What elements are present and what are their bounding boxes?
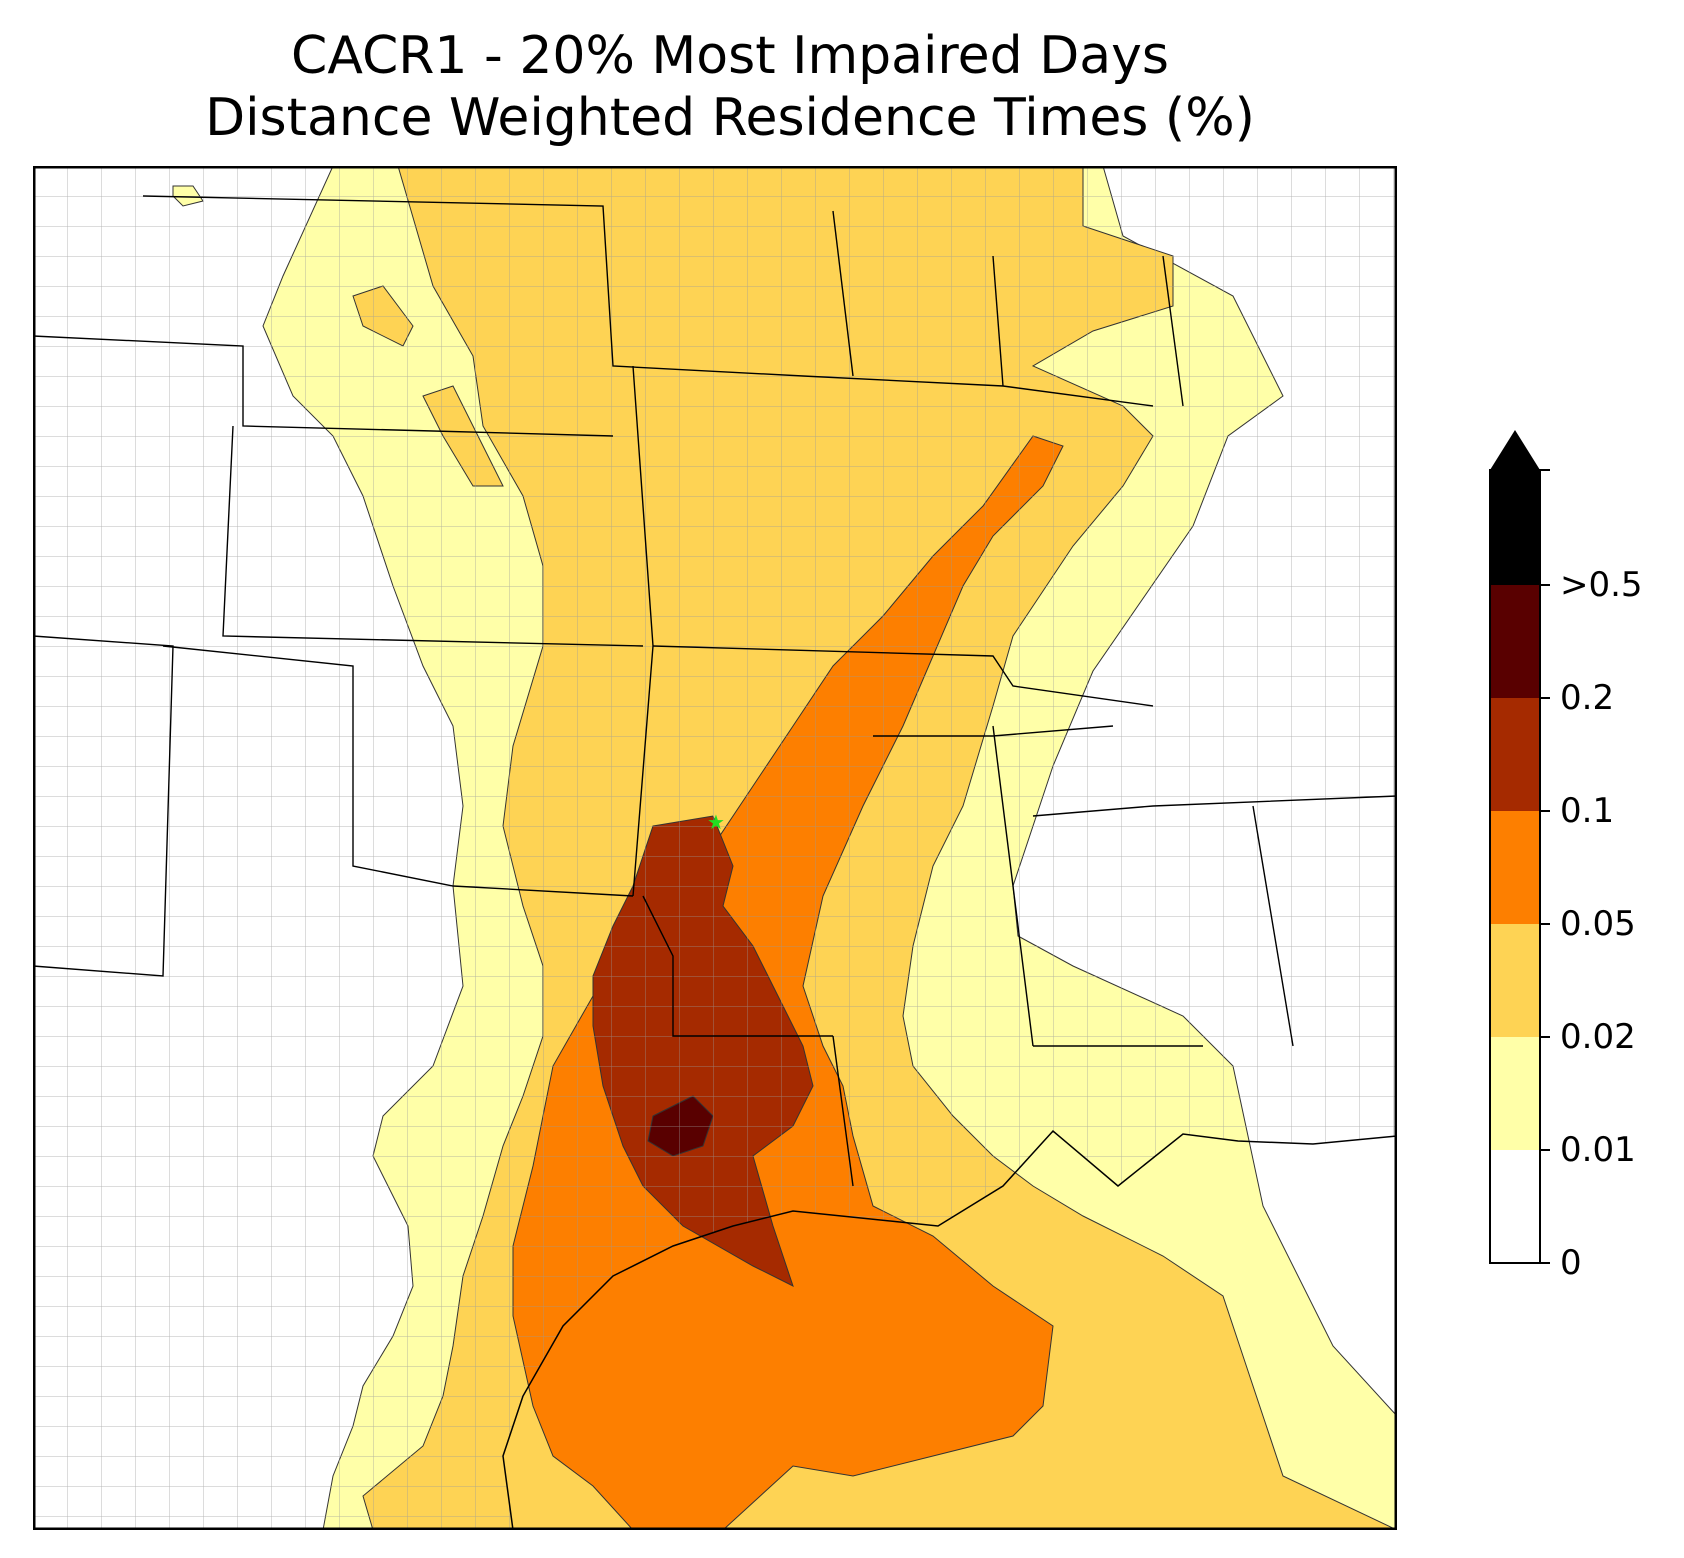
colorbar-tick-label: >0.5 xyxy=(1560,565,1643,605)
map-frame-border xyxy=(33,166,1397,1530)
colorbar-bin-001-002 xyxy=(1490,1037,1540,1150)
colorbar-bin-002-005 xyxy=(1490,924,1540,1037)
colorbar-tick-label: 0.2 xyxy=(1560,678,1615,718)
colorbar-tick-label: 0.02 xyxy=(1560,1017,1636,1057)
colorbar-bin-0-001 xyxy=(1490,1150,1540,1263)
star-icon: ★ xyxy=(707,810,725,834)
residence-time-map: ★ xyxy=(33,166,1397,1530)
state-borders xyxy=(33,195,1397,1187)
colorbar-bin-over-05 xyxy=(1490,470,1540,585)
colorbar xyxy=(1489,430,1550,1264)
colorbar-tick-label: 0.01 xyxy=(1560,1130,1636,1170)
colorbar-bin-02-05 xyxy=(1490,585,1540,698)
colorbar-bin-01-02 xyxy=(1490,698,1540,811)
colorbar-bin-005-01 xyxy=(1490,811,1540,924)
colorbar-outline xyxy=(1489,469,1541,1264)
map-title-line2: Distance Weighted Residence Times (%) xyxy=(205,88,1255,148)
colorbar-tick-label: 0 xyxy=(1560,1243,1582,1283)
colorbar-tick-label: 0.1 xyxy=(1560,791,1615,831)
coastline xyxy=(502,1129,1397,1530)
colorbar-extend-arrow xyxy=(1490,430,1540,470)
map-title-line1: CACR1 - 20% Most Impaired Days xyxy=(291,26,1169,86)
colorbar-tick-label: 0.05 xyxy=(1560,904,1636,944)
